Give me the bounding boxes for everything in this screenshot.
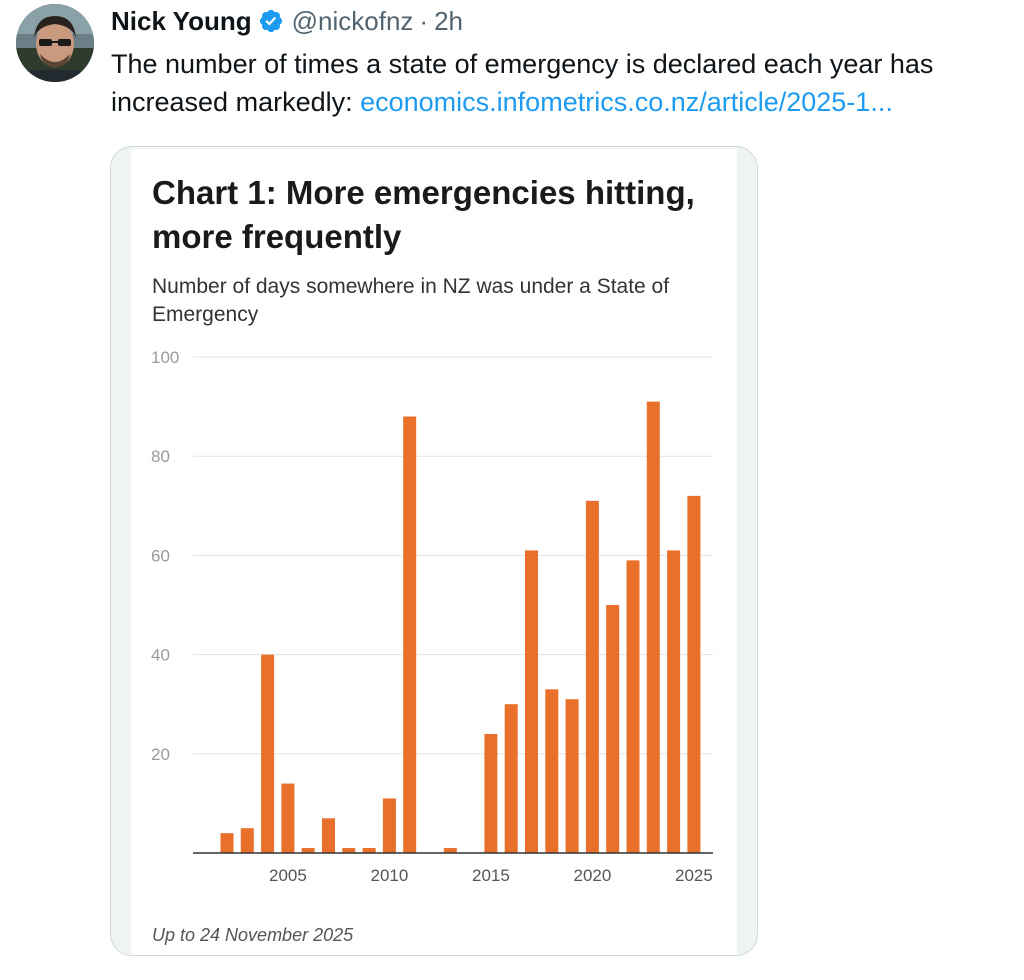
- bar-2008: [342, 848, 356, 853]
- y-tick-label-80: 80: [151, 447, 170, 466]
- tweet-text: The number of times a state of emergency…: [111, 49, 934, 117]
- bar-2013: [443, 848, 457, 853]
- verified-badge-icon: [259, 9, 282, 33]
- chart-panel: Chart 1: More emergencies hitting, more …: [131, 149, 737, 955]
- bar-2009: [362, 848, 376, 853]
- bar-2016: [504, 704, 518, 853]
- tweet-header: Nick Young @nickofnz · 2h: [111, 2, 463, 40]
- chart-subtitle: Number of days somewhere in NZ was under…: [152, 275, 670, 326]
- avatar[interactable]: [16, 4, 94, 82]
- bar-2011: [403, 416, 417, 853]
- y-tick-label-60: 60: [151, 546, 170, 565]
- bar-2002: [220, 833, 234, 853]
- bar-2019: [565, 699, 579, 853]
- y-tick-label-40: 40: [151, 646, 170, 665]
- x-tick-label-2005: 2005: [269, 866, 307, 885]
- bar-2007: [322, 818, 335, 853]
- author-handle[interactable]: @nickofnz: [291, 5, 414, 36]
- bar-2004: [261, 654, 275, 853]
- avatar-image: [16, 4, 94, 82]
- tweet-body: The number of times a state of emergency…: [111, 45, 1016, 121]
- article-link[interactable]: economics.infometrics.co.nz/article/2025…: [360, 87, 893, 117]
- x-tick-label-2015: 2015: [472, 866, 510, 885]
- bar-2010: [382, 798, 396, 853]
- x-tick-label-2025: 2025: [675, 866, 713, 885]
- bar-2022: [626, 560, 640, 853]
- bar-2015: [484, 733, 498, 853]
- verified-check-mark: [264, 16, 276, 26]
- bar-2023: [646, 401, 660, 853]
- bar-2005: [281, 783, 295, 853]
- x-tick-label-2010: 2010: [370, 866, 408, 885]
- author-name[interactable]: Nick Young: [111, 5, 252, 36]
- y-tick-label-20: 20: [151, 745, 170, 764]
- tweet-timestamp[interactable]: 2h: [434, 5, 463, 36]
- x-tick-label-2020: 2020: [573, 866, 611, 885]
- bar-2024: [667, 550, 681, 853]
- chart-footnote: Up to 24 November 2025: [152, 925, 354, 945]
- bar-2018: [545, 689, 559, 853]
- bar-chart: 20 40 60 80 100 2005 2010 2015 2020 2025: [151, 348, 713, 885]
- bar-2025: [687, 495, 701, 853]
- y-tick-label-100: 100: [151, 348, 179, 367]
- bar-2006: [301, 848, 315, 853]
- bar-2020: [585, 500, 599, 853]
- media-card[interactable]: Chart 1: More emergencies hitting, more …: [110, 146, 758, 956]
- chart-title: Chart 1: More emergencies hitting, more …: [152, 174, 695, 255]
- separator-dot: ·: [419, 5, 429, 36]
- bar-2017: [525, 550, 538, 853]
- bar-2021: [606, 605, 620, 853]
- bar-2003: [240, 828, 254, 853]
